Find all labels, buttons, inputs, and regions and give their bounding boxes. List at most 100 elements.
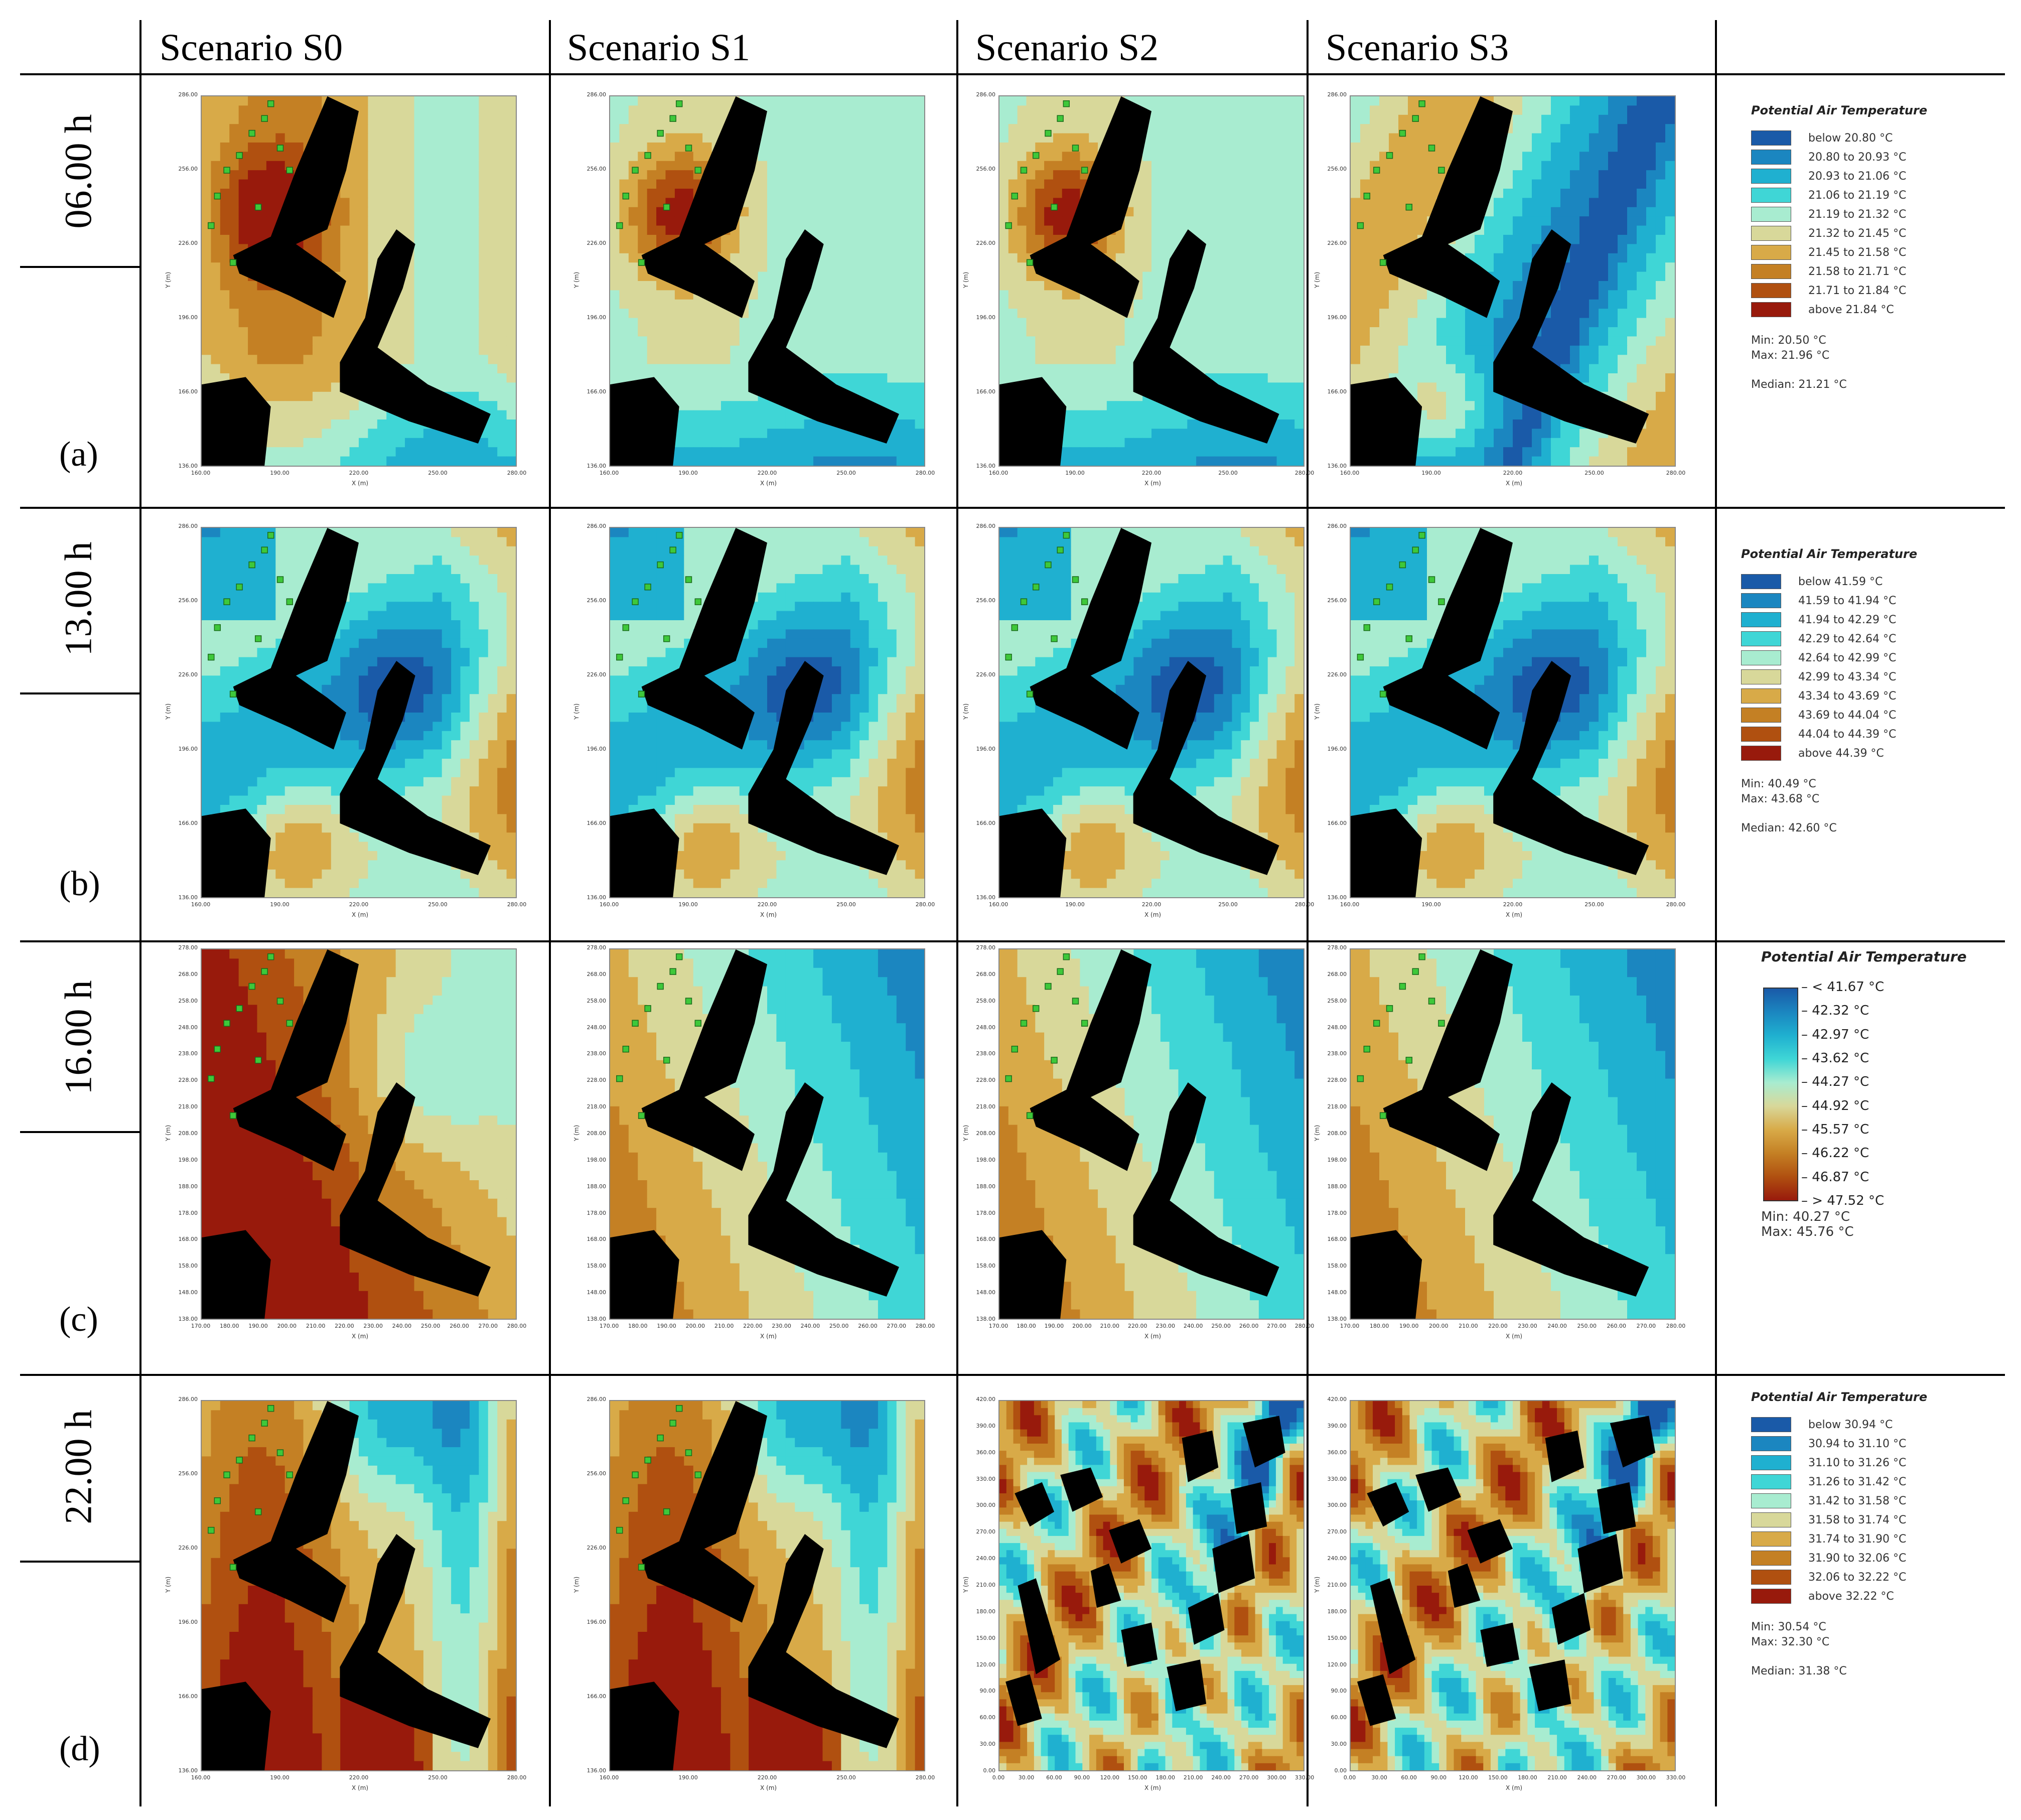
temperature-cell	[451, 336, 461, 346]
temperature-cell	[1608, 161, 1618, 171]
temperature-cell	[303, 114, 313, 124]
temperature-cell	[1151, 198, 1161, 208]
temperature-cell	[730, 345, 740, 355]
temperature-cell	[711, 447, 721, 457]
temperature-cell	[767, 207, 777, 217]
temperature-cell	[1276, 114, 1286, 124]
temperature-cell	[395, 207, 405, 217]
temperature-cell	[878, 143, 888, 152]
temperature-cell	[684, 152, 694, 162]
temperature-cell	[1080, 456, 1089, 466]
temperature-cell	[1053, 309, 1063, 319]
temperature-cell	[887, 281, 897, 291]
temperature-cell	[1133, 290, 1143, 300]
temperature-cell	[1026, 198, 1036, 208]
temperature-cell	[1106, 456, 1116, 466]
temperature-cell	[1053, 364, 1063, 374]
temperature-cell	[312, 345, 322, 355]
temperature-cell	[999, 105, 1009, 115]
temperature-cell	[1205, 318, 1215, 328]
map-panel-row1-s3	[1350, 95, 1676, 467]
temperature-cell	[906, 216, 916, 226]
temperature-cell	[451, 327, 461, 337]
temperature-cell	[1214, 327, 1224, 337]
temperature-cell	[1017, 225, 1027, 235]
temperature-cell	[359, 438, 369, 448]
temperature-cell	[506, 309, 516, 319]
temperature-cell	[628, 179, 638, 189]
temperature-cell	[395, 96, 405, 106]
temperature-cell	[220, 189, 230, 198]
temperature-cell	[1408, 179, 1418, 189]
temperature-cell	[1665, 299, 1675, 309]
temperature-cell	[1223, 161, 1233, 171]
temperature-cell	[1223, 271, 1233, 282]
temperature-cell	[1124, 235, 1134, 244]
temperature-cell	[813, 189, 823, 198]
temperature-cell	[488, 290, 498, 300]
temperature-cell	[684, 170, 694, 180]
temperature-cell	[1665, 253, 1675, 263]
temperature-cell	[813, 225, 823, 235]
row-time-d: 22.00 h	[57, 1384, 101, 1550]
temperature-cell	[1169, 161, 1179, 171]
temperature-cell	[693, 133, 703, 143]
temperature-cell	[294, 114, 304, 124]
temperature-cell	[859, 438, 870, 448]
temperature-cell	[1053, 96, 1063, 106]
temperature-cell	[656, 179, 666, 189]
temperature-cell	[1160, 143, 1170, 152]
temperature-cell	[238, 114, 248, 124]
temperature-cell	[1258, 447, 1268, 457]
temperature-cell	[506, 262, 516, 272]
temperature-cell	[767, 105, 777, 115]
temperature-cell	[785, 96, 795, 106]
temperature-cell	[303, 105, 313, 115]
temperature-cell	[1223, 207, 1233, 217]
temperature-cell	[1560, 114, 1570, 124]
temperature-cell	[804, 198, 814, 208]
temperature-cell	[1541, 207, 1551, 217]
temperature-cell	[1035, 170, 1045, 180]
temperature-cell	[1646, 161, 1656, 171]
temperature-cell	[1187, 456, 1197, 466]
temperature-cell	[349, 207, 359, 217]
temperature-cell	[211, 355, 221, 365]
temperature-cell	[896, 281, 906, 291]
temperature-cell	[423, 216, 433, 226]
temperature-cell	[386, 456, 396, 466]
temperature-cell	[340, 447, 350, 457]
temperature-cell	[220, 133, 230, 143]
temperature-cell	[665, 225, 675, 235]
temperature-cell	[1589, 253, 1599, 263]
temperature-cell	[1360, 271, 1370, 282]
temperature-cell	[785, 410, 795, 420]
temperature-cell	[1098, 391, 1107, 401]
temperature-cell	[887, 309, 897, 319]
temperature-cell	[331, 391, 341, 401]
temperature-cell	[878, 161, 888, 171]
temperature-cell	[1187, 447, 1197, 457]
temperature-cell	[405, 152, 415, 162]
temperature-cell	[1408, 189, 1418, 198]
temperature-cell	[906, 152, 916, 162]
temperature-cell	[1044, 281, 1054, 291]
temperature-cell	[1008, 281, 1018, 291]
temperature-cell	[831, 143, 841, 152]
temperature-cell	[451, 114, 461, 124]
temperature-cell	[257, 161, 267, 171]
temperature-cell	[451, 198, 461, 208]
temperature-cell	[1214, 456, 1224, 466]
temperature-cell	[869, 391, 879, 401]
temperature-cell	[1665, 281, 1675, 291]
temperature-cell	[377, 161, 387, 171]
temperature-cell	[1071, 124, 1081, 134]
tree-marker	[276, 145, 284, 152]
temperature-cell	[693, 447, 703, 457]
temperature-cell	[1142, 318, 1152, 328]
temperature-cell	[999, 189, 1009, 198]
temperature-cell	[1370, 105, 1380, 115]
temperature-cell	[1071, 419, 1081, 429]
temperature-cell	[887, 318, 897, 328]
temperature-cell	[229, 281, 239, 291]
